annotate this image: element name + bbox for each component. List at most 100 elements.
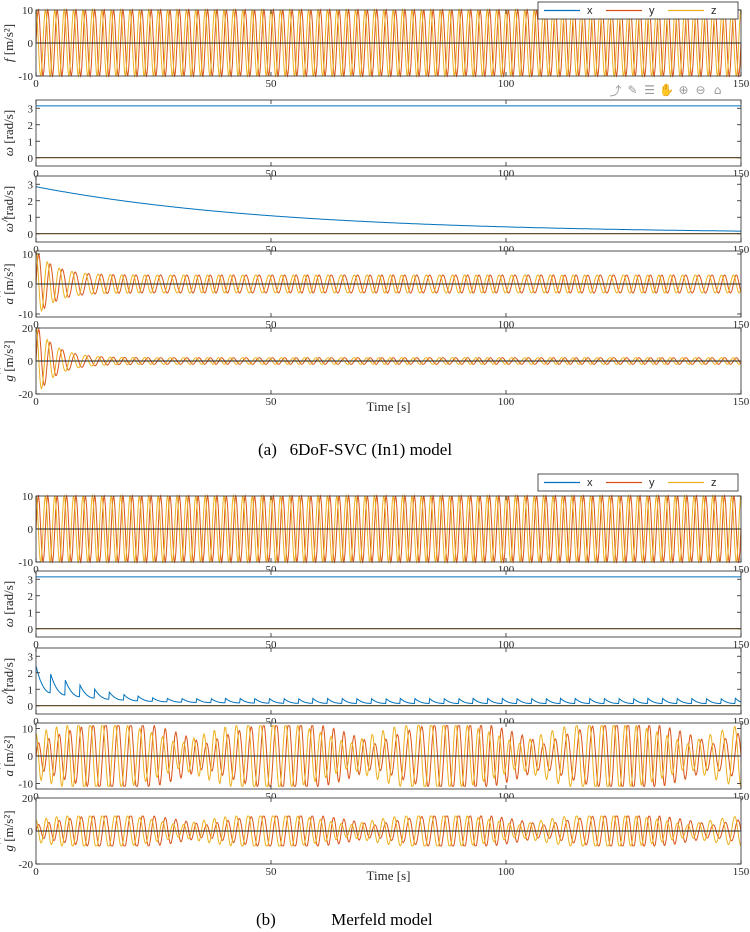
export-icon[interactable]: ⤴ <box>609 83 622 98</box>
x-tick-label: 50 <box>266 168 278 180</box>
x-tick-label: 0 <box>33 78 39 90</box>
x-tick-label: 50 <box>266 791 278 803</box>
x-tick-label: 0 <box>33 168 39 180</box>
x-tick-label: 0 <box>33 791 39 803</box>
y-tick-label: -10 <box>18 779 33 791</box>
y-tick-label: 0 <box>28 826 34 838</box>
y-tick-label: 0 <box>28 624 34 636</box>
x-tick-label: 0 <box>33 866 39 878</box>
series-line-y <box>35 724 742 788</box>
y-tick-label: 10 <box>22 724 34 736</box>
y-tick-label: 20 <box>22 323 34 335</box>
series-line-y <box>35 815 742 847</box>
y-axis-label: a [m/s²] <box>1 263 16 304</box>
x-tick-label: 50 <box>266 396 278 408</box>
x-axis-label: Time [s] <box>367 399 411 414</box>
home-icon[interactable]: ⌂ <box>713 83 722 97</box>
y-tick-label: 0 <box>28 356 34 368</box>
brush-icon[interactable]: ✎ <box>627 83 638 97</box>
x-tick-label: 50 <box>266 78 278 90</box>
y-axis-label: ω [rad/s] <box>1 581 16 627</box>
legend-label-x: x <box>587 477 593 489</box>
hat-accent: ^ <box>0 291 6 297</box>
datatip-icon[interactable]: ☰ <box>644 83 655 97</box>
series-line-x <box>35 665 742 705</box>
x-tick-label: 0 <box>33 564 39 576</box>
series-line-z <box>36 327 742 390</box>
x-tick-label: 50 <box>266 319 278 331</box>
axes-box <box>35 570 742 638</box>
y-tick-label: 3 <box>28 574 34 586</box>
caption-a: (a) 6DoF-SVC (In1) model <box>258 440 453 459</box>
legend[interactable]: x y z <box>537 1 739 20</box>
y-tick-label: -10 <box>18 309 33 321</box>
y-tick-label: 0 <box>28 701 34 713</box>
axes-toolbar[interactable]: ⤴ ✎ ☰ ✋ ⊕ ⊖ ⌂ <box>608 82 725 100</box>
y-tick-label: 3 <box>28 651 34 663</box>
axes-box <box>35 175 742 243</box>
y-axis-label: ω [rad/s] <box>1 658 16 704</box>
axes-box <box>35 647 742 715</box>
y-tick-label: -10 <box>18 557 33 569</box>
y-tick-label: 0 <box>28 751 34 763</box>
x-tick-label: 150 <box>733 866 750 878</box>
legend-label-y: y <box>649 5 655 17</box>
legend-label-z: z <box>711 5 717 17</box>
x-tick-label: 150 <box>733 396 750 408</box>
zoom-out-icon[interactable]: ⊖ <box>695 83 706 97</box>
x-tick-label: 0 <box>33 319 39 331</box>
y-axis-label: a [m/s²] <box>1 735 16 776</box>
y-tick-label: 3 <box>28 179 34 191</box>
x-tick-label: 150 <box>733 78 750 90</box>
y-tick-label: -20 <box>18 859 33 871</box>
x-tick-label: 50 <box>266 866 278 878</box>
y-tick-label: 2 <box>28 196 34 208</box>
y-tick-label: 2 <box>28 668 34 680</box>
series-line-z <box>35 815 742 847</box>
hat-accent: ^ <box>0 838 6 844</box>
y-tick-label: 1 <box>28 607 34 619</box>
x-tick-label: 0 <box>33 639 39 651</box>
y-tick-label: -10 <box>18 71 33 83</box>
series-line-z <box>35 724 742 788</box>
y-tick-label: 10 <box>22 5 34 17</box>
x-axis-label: Time [s] <box>367 868 411 883</box>
legend[interactable]: x y z <box>537 473 739 492</box>
y-axis-label: g [m/s²] <box>1 810 16 851</box>
series-line-z <box>35 250 742 313</box>
y-tick-label: 0 <box>28 153 34 165</box>
x-tick-label: 0 <box>33 716 39 728</box>
y-tick-label: -20 <box>18 389 33 401</box>
hat-accent: ^ <box>0 368 6 374</box>
y-tick-label: 1 <box>28 684 34 696</box>
hat-accent: ^ <box>0 216 13 222</box>
y-tick-label: 20 <box>22 793 34 805</box>
y-axis-label: ω [rad/s] <box>1 110 16 156</box>
x-tick-label: 0 <box>33 396 39 408</box>
y-tick-label: 1 <box>28 212 34 224</box>
y-tick-label: 10 <box>22 249 34 261</box>
series-line-x <box>35 186 741 232</box>
legend-label-y: y <box>649 477 655 489</box>
legend-label-x: x <box>587 5 593 17</box>
y-tick-label: 0 <box>28 38 34 50</box>
zoom-in-icon[interactable]: ⊕ <box>678 83 689 97</box>
x-tick-label: 100 <box>498 396 515 408</box>
x-tick-label: 50 <box>266 716 278 728</box>
pan-icon[interactable]: ✋ <box>659 83 674 97</box>
y-tick-label: 0 <box>28 279 34 291</box>
x-tick-label: 50 <box>266 244 278 256</box>
hat-accent: ^ <box>0 763 6 769</box>
x-tick-label: 100 <box>498 78 515 90</box>
y-tick-label: 2 <box>28 591 34 603</box>
